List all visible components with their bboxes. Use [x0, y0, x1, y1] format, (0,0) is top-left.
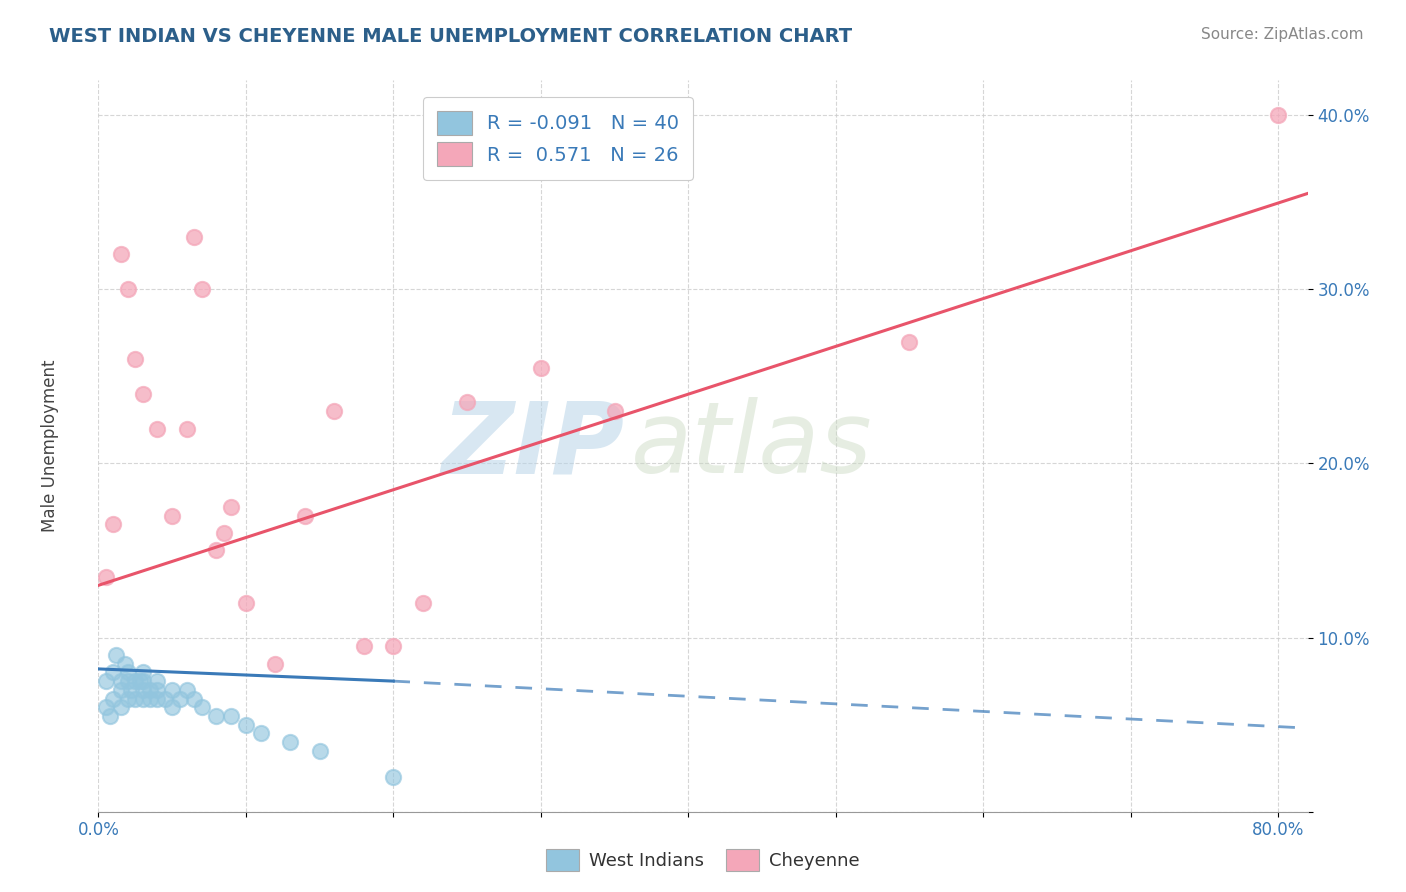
Point: [249, 726, 271, 740]
Point: [110, 674, 132, 689]
Point: [212, 526, 235, 541]
Text: Source: ZipAtlas.com: Source: ZipAtlas.com: [1201, 27, 1364, 42]
Point: [153, 691, 176, 706]
Point: [235, 717, 257, 731]
Point: [219, 500, 242, 514]
Point: [190, 700, 212, 714]
Point: [160, 700, 183, 714]
Legend: R = -0.091   N = 40, R =  0.571   N = 26: R = -0.091 N = 40, R = 0.571 N = 26: [423, 97, 693, 180]
Point: [323, 404, 346, 418]
Text: atlas: atlas: [630, 398, 872, 494]
Point: [235, 596, 257, 610]
Point: [264, 657, 287, 671]
Point: [94, 700, 117, 714]
Point: [278, 735, 301, 749]
Point: [169, 691, 191, 706]
Point: [183, 691, 205, 706]
Point: [294, 508, 316, 523]
Point: [101, 665, 124, 680]
Point: [146, 421, 169, 435]
Point: [124, 351, 146, 366]
Point: [139, 682, 162, 697]
Point: [101, 517, 124, 532]
Point: [94, 569, 117, 583]
Point: [120, 682, 142, 697]
Point: [139, 691, 162, 706]
Point: [219, 709, 242, 723]
Point: [131, 386, 153, 401]
Point: [131, 674, 153, 689]
Point: [114, 657, 136, 671]
Point: [124, 674, 146, 689]
Point: [183, 230, 205, 244]
Point: [128, 674, 150, 689]
Legend: West Indians, Cheyenne: West Indians, Cheyenne: [538, 842, 868, 879]
Point: [530, 360, 553, 375]
Point: [101, 691, 124, 706]
Point: [176, 682, 198, 697]
Point: [110, 700, 132, 714]
Point: [205, 709, 228, 723]
Point: [117, 691, 139, 706]
Point: [131, 665, 153, 680]
Point: [131, 691, 153, 706]
Point: [110, 247, 132, 261]
Point: [94, 674, 117, 689]
Point: [117, 674, 139, 689]
Point: [382, 640, 405, 654]
Text: WEST INDIAN VS CHEYENNE MALE UNEMPLOYMENT CORRELATION CHART: WEST INDIAN VS CHEYENNE MALE UNEMPLOYMEN…: [49, 27, 852, 45]
Point: [176, 421, 198, 435]
Text: Male Unemployment: Male Unemployment: [41, 359, 59, 533]
Point: [117, 665, 139, 680]
Point: [124, 691, 146, 706]
Point: [456, 395, 478, 409]
Point: [110, 682, 132, 697]
Point: [105, 648, 128, 662]
Point: [1267, 108, 1289, 122]
Text: ZIP: ZIP: [441, 398, 624, 494]
Point: [603, 404, 626, 418]
Point: [353, 640, 375, 654]
Point: [898, 334, 921, 349]
Point: [382, 770, 405, 784]
Point: [190, 282, 212, 296]
Point: [131, 682, 153, 697]
Point: [160, 508, 183, 523]
Point: [205, 543, 228, 558]
Point: [160, 682, 183, 697]
Point: [98, 709, 121, 723]
Point: [146, 674, 169, 689]
Point: [308, 744, 330, 758]
Point: [146, 682, 169, 697]
Point: [146, 691, 169, 706]
Point: [412, 596, 434, 610]
Point: [117, 282, 139, 296]
